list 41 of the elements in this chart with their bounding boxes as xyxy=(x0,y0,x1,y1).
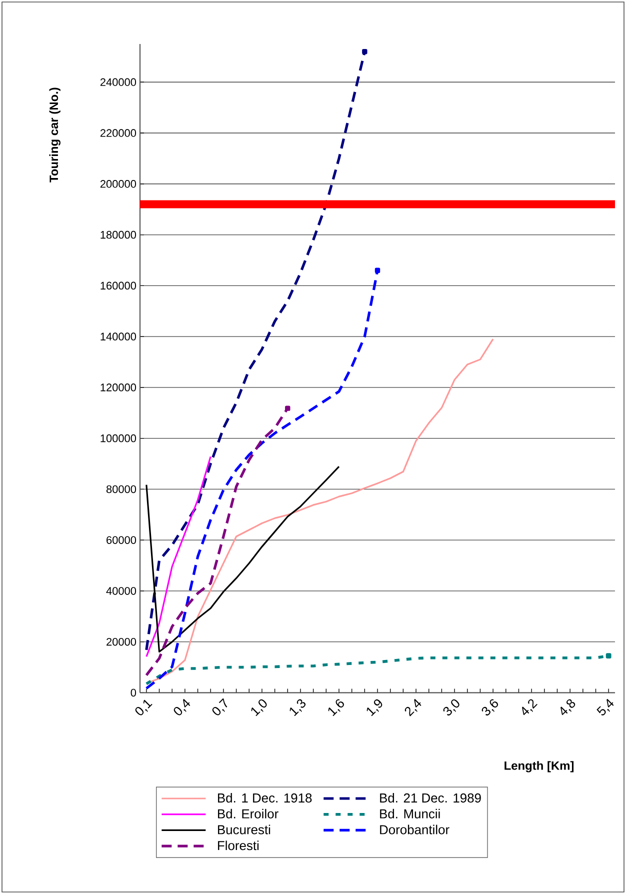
line-series xyxy=(146,456,212,658)
x-tick-label: 3,0 xyxy=(443,699,460,716)
point xyxy=(606,653,612,659)
y-tick-label: 120000 xyxy=(100,384,136,392)
legend-label: Bd. Eroilor xyxy=(218,808,278,818)
y-tick-label: 60000 xyxy=(106,536,136,544)
x-tick-label: 5,4 xyxy=(596,698,614,716)
y-tick-label: 0 xyxy=(130,688,136,697)
y-tick-label: 160000 xyxy=(100,282,136,290)
x-tick-label: 3,6 xyxy=(482,699,498,716)
legend-label: Bucuresti xyxy=(218,824,270,834)
y-tick-label: 20000 xyxy=(106,638,136,646)
x-tick-label: 1,3 xyxy=(290,699,306,716)
point xyxy=(374,268,380,274)
x-tick-label: 4,8 xyxy=(560,699,576,716)
legend-label: Bd. 1 Dec. 1918 xyxy=(218,793,312,803)
y-tick-label: 220000 xyxy=(100,129,136,137)
y-axis-title: Touring car (No.) xyxy=(49,88,60,182)
x-tick-label: 1,9 xyxy=(366,699,382,716)
legend-label: Dorobantilor xyxy=(380,824,450,834)
y-tick-label: 140000 xyxy=(100,332,136,340)
y-tick-label: 240000 xyxy=(100,78,136,86)
line-series xyxy=(146,466,340,653)
x-tick-label: 0,1 xyxy=(135,700,152,716)
x-axis-title: Length [Km] xyxy=(504,761,574,772)
y-tick-label: 100000 xyxy=(100,434,136,442)
x-tick-label: 0,7 xyxy=(212,698,228,716)
legend-label: Bd. Muncii xyxy=(380,808,440,818)
legend-label: Bd. 21 Dec. 1989 xyxy=(380,793,481,803)
x-tick-label: 1,0 xyxy=(251,699,267,716)
point xyxy=(285,406,290,411)
legend-label: Floresti xyxy=(218,840,259,850)
y-tick-label: 180000 xyxy=(100,230,136,239)
y-tick-label: 200000 xyxy=(100,180,136,188)
x-tick-label: 0,4 xyxy=(174,698,190,716)
x-tick-label: 2,4 xyxy=(404,698,422,716)
y-tick-label: 40000 xyxy=(106,587,136,595)
x-tick-label: 1,6 xyxy=(328,699,344,716)
y-tick-label: 80000 xyxy=(106,485,136,494)
x-tick-label: 4,2 xyxy=(522,699,538,716)
point xyxy=(362,49,368,54)
